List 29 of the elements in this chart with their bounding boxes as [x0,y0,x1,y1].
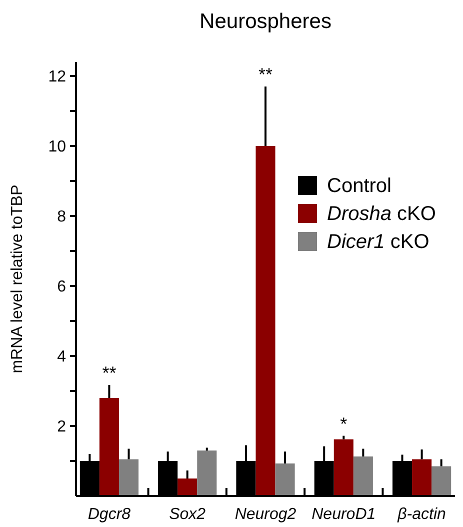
legend-label: Drosha cKO [327,203,436,225]
x-tick-label: NeuroD1 [312,506,376,523]
bar [275,463,295,496]
x-tick-label: Sox2 [169,506,206,523]
legend-label: Dicer1 cKO [327,231,430,253]
y-tick-label: 12 [48,68,66,86]
annotation: * [340,414,348,434]
bar [412,459,432,496]
bar [178,478,198,496]
annotation: ** [258,64,273,84]
y-tick-label: 6 [57,278,66,296]
y-tick-label: 4 [57,348,66,366]
x-tick-label: Neurog2 [234,506,296,523]
y-tick-label: 2 [57,418,66,436]
bar [99,398,119,496]
x-tick-label: β-actin [396,506,446,523]
annotation: ** [102,363,116,384]
chart-title: Neurospheres [200,10,332,33]
legend-label: Control [327,175,392,197]
bar [334,439,354,496]
y-tick-label: 8 [57,208,66,226]
bar [353,456,373,496]
bar [197,450,217,496]
x-tick-label: Dgcr8 [88,506,131,523]
bar [256,146,276,496]
bar [118,459,139,496]
y-axis-title: mRNA level relative toTBP [9,184,26,374]
y-tick-label: 10 [48,138,66,156]
bar [432,466,452,496]
